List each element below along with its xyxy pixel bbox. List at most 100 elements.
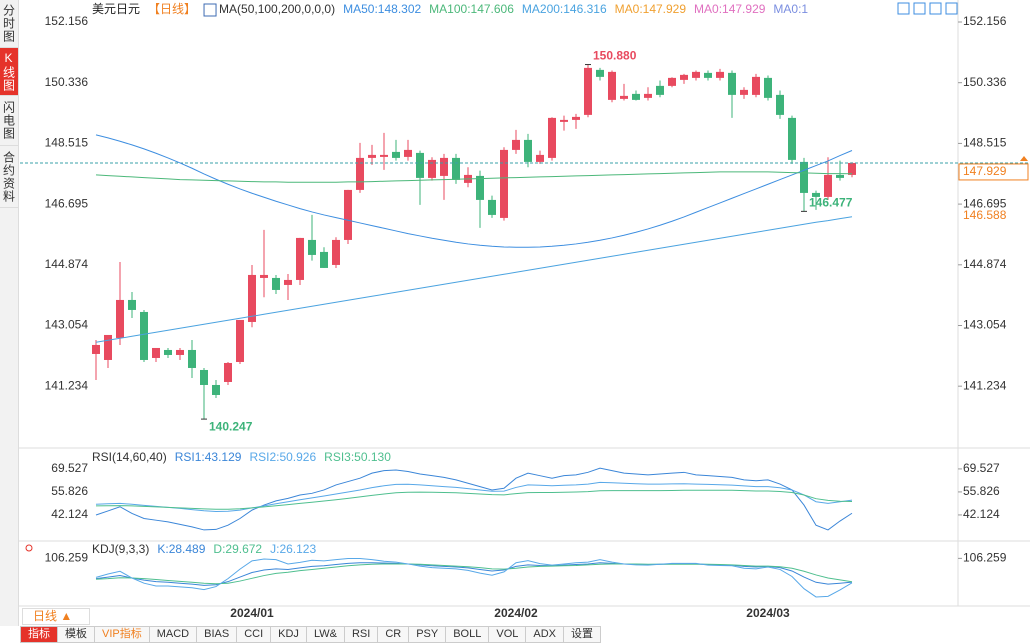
- sidebar-tab[interactable]: 合约资料: [0, 146, 18, 208]
- y-tick-label: 42.124: [51, 507, 88, 521]
- series-line: [95, 481, 853, 512]
- y-tick-label: 146.695: [45, 196, 89, 210]
- toolbar-button[interactable]: PSY: [409, 626, 447, 643]
- candle-body: [236, 319, 244, 362]
- toolbar-button[interactable]: CR: [378, 626, 410, 643]
- candle-body: [380, 154, 388, 157]
- toolbar-button[interactable]: BOLL: [446, 626, 490, 643]
- candle-body: [788, 117, 796, 160]
- icon-zoom-in[interactable]: [913, 2, 926, 15]
- candle-body: [596, 69, 604, 77]
- candle-body: [500, 149, 508, 218]
- candle-body: [524, 139, 532, 162]
- toolbar-button[interactable]: 指标: [20, 626, 58, 643]
- candle-body: [440, 157, 448, 176]
- period-selector[interactable]: 日线 ▲: [22, 608, 90, 625]
- y-tick-label: 152.156: [963, 14, 1007, 28]
- toolbar-button[interactable]: MACD: [149, 626, 198, 643]
- legend-label: K:28.489: [157, 542, 205, 556]
- y-tick-label: 69.527: [51, 461, 88, 475]
- candle-body: [224, 362, 232, 382]
- candle-body: [560, 119, 568, 122]
- y-tick-label: 106.259: [963, 551, 1007, 565]
- toolbar-button[interactable]: ADX: [526, 626, 564, 643]
- y-tick-label: 42.124: [963, 507, 1000, 521]
- candle-body: [620, 95, 628, 99]
- y-tick-label: 146.695: [963, 196, 1007, 210]
- candle-body: [824, 174, 832, 197]
- candle-body: [548, 117, 556, 158]
- candle-body: [284, 279, 292, 285]
- sidebar-tab[interactable]: 分时图: [0, 0, 18, 48]
- series-line: [95, 171, 853, 183]
- toolbar-button[interactable]: VIP指标: [95, 626, 150, 643]
- indicator-toolbar: 指标 模板 VIP指标 MACD BIAS CCI KDJ LW& RSI CR PSY BOLL VO…: [20, 626, 601, 643]
- candle-body: [164, 349, 172, 355]
- extreme-label: 146.477: [809, 196, 853, 210]
- candle-body: [716, 71, 724, 78]
- candle-body: [632, 93, 640, 100]
- candle-body: [416, 152, 424, 178]
- settings-icon[interactable]: [25, 544, 33, 552]
- candle-body: [248, 274, 256, 322]
- legend-label: RSI(14,60,40): [92, 450, 167, 464]
- toolbar-button[interactable]: BIAS: [197, 626, 238, 643]
- last-price-box: [958, 163, 1029, 181]
- settings-icon-circle: [25, 544, 33, 552]
- icon-move[interactable]: [897, 2, 910, 15]
- y-tick-label: 141.234: [963, 378, 1007, 392]
- toolbar-button[interactable]: 模板: [58, 626, 95, 643]
- y-tick-label: 152.156: [45, 14, 89, 28]
- candle-body: [320, 251, 328, 268]
- toolbar-button[interactable]: 设置: [564, 626, 601, 643]
- candle-body: [140, 311, 148, 360]
- y-tick-label: 69.527: [963, 461, 1000, 475]
- toolbar-button[interactable]: VOL: [489, 626, 527, 643]
- price-mark-label: 146.588: [963, 208, 1007, 222]
- legend-label: MA0:147.929: [615, 2, 687, 16]
- sidebar: 分时图 K线图 闪电图 合约资料: [0, 0, 19, 626]
- candle-body: [212, 384, 220, 395]
- candle-body: [200, 369, 208, 385]
- candle-body: [740, 89, 748, 95]
- candle-body: [836, 174, 844, 178]
- toolbar-button[interactable]: LW&: [306, 626, 345, 643]
- sidebar-tab[interactable]: K线图: [0, 48, 18, 96]
- candle-body: [128, 299, 136, 310]
- series-line: [95, 562, 853, 586]
- toolbar-button[interactable]: KDJ: [271, 626, 307, 643]
- legend-label: MA0:1: [773, 2, 808, 16]
- candle-body: [764, 77, 772, 98]
- legend-label: MA100:147.606: [429, 2, 514, 16]
- sidebar-tab[interactable]: 闪电图: [0, 96, 18, 146]
- candle-body: [752, 76, 760, 95]
- icon-zoom-out[interactable]: [929, 2, 942, 15]
- toolbar-icons: [897, 2, 958, 15]
- candle-body: [692, 71, 700, 78]
- toolbar-button[interactable]: CCI: [237, 626, 272, 643]
- candle-body: [812, 192, 820, 197]
- y-tick-label: 150.336: [45, 75, 89, 89]
- candle-body: [572, 116, 580, 120]
- candle-body: [668, 77, 676, 86]
- indicator-icon: [203, 3, 217, 17]
- last-price-arrow: [1020, 155, 1028, 161]
- candle-body: [452, 157, 460, 180]
- candle-body: [680, 74, 688, 80]
- legend-label: RSI3:50.130: [324, 450, 391, 464]
- toolbar-button[interactable]: RSI: [344, 626, 379, 643]
- candle-body: [176, 349, 184, 355]
- candle-body: [584, 67, 592, 115]
- candle-body: [344, 189, 352, 240]
- icon-reset[interactable]: [945, 2, 958, 15]
- candle-body: [776, 94, 784, 115]
- candle-body: [704, 72, 712, 78]
- candle-body: [332, 239, 340, 265]
- series-line: [95, 557, 853, 598]
- candle-body: [728, 72, 736, 95]
- legend-label: KDJ(9,3,3): [92, 542, 149, 556]
- legend-label: D:29.672: [213, 542, 262, 556]
- candle-body: [848, 162, 856, 175]
- candle-body: [356, 157, 364, 190]
- x-tick-label: 2024/02: [494, 606, 538, 620]
